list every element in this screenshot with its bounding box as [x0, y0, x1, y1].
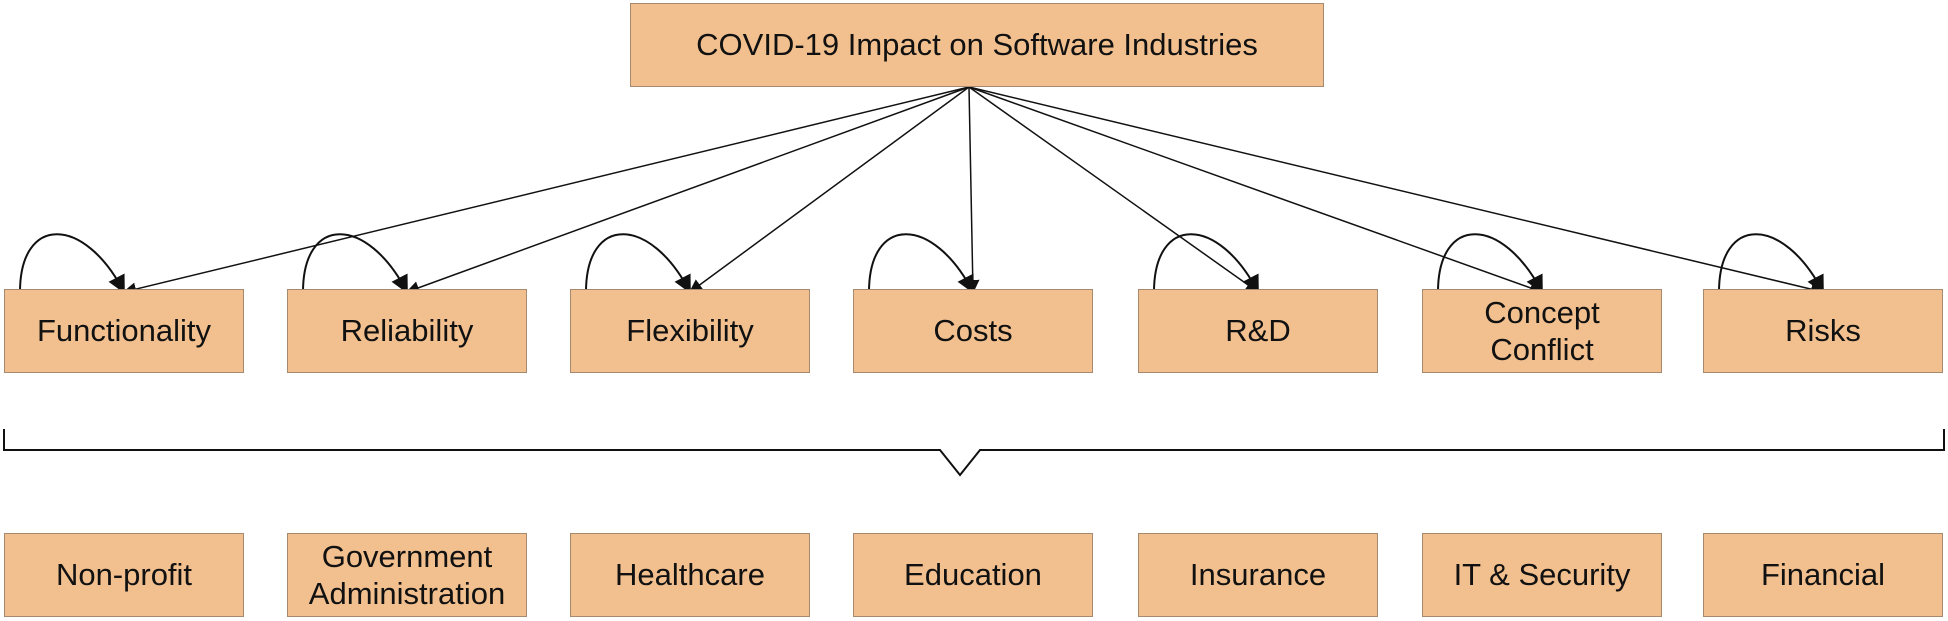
arrow — [688, 86, 970, 293]
arrow — [122, 86, 970, 296]
industry-box: Healthcare — [570, 533, 810, 617]
factor-box: Risks — [1703, 289, 1943, 373]
self-loop — [19, 233, 125, 294]
factor-box: R&D — [1138, 289, 1378, 373]
industry-box: Insurance — [1138, 533, 1378, 617]
arrow — [405, 86, 970, 295]
industry-box: Non-profit — [4, 533, 244, 617]
arrow — [968, 86, 1260, 293]
self-loop — [585, 233, 691, 294]
industry-box: Government Administration — [287, 533, 527, 617]
industry-box: Education — [853, 533, 1093, 617]
arrow — [968, 86, 1825, 296]
self-loop — [1718, 233, 1824, 294]
factor-box: Reliability — [287, 289, 527, 373]
arrow — [966, 86, 980, 294]
brace — [3, 429, 1945, 477]
self-loop — [1153, 233, 1259, 294]
factor-box: Costs — [853, 289, 1093, 373]
industry-box: Financial — [1703, 533, 1943, 617]
self-loop — [1437, 233, 1543, 294]
industry-box: IT & Security — [1422, 533, 1662, 617]
self-loop — [868, 233, 974, 294]
title-box: COVID-19 Impact on Software Industries — [630, 3, 1324, 87]
self-loop — [302, 233, 408, 294]
factor-box: Functionality — [4, 289, 244, 373]
factor-box: Concept Conflict — [1422, 289, 1662, 373]
factor-box: Flexibility — [570, 289, 810, 373]
arrow — [968, 86, 1544, 295]
